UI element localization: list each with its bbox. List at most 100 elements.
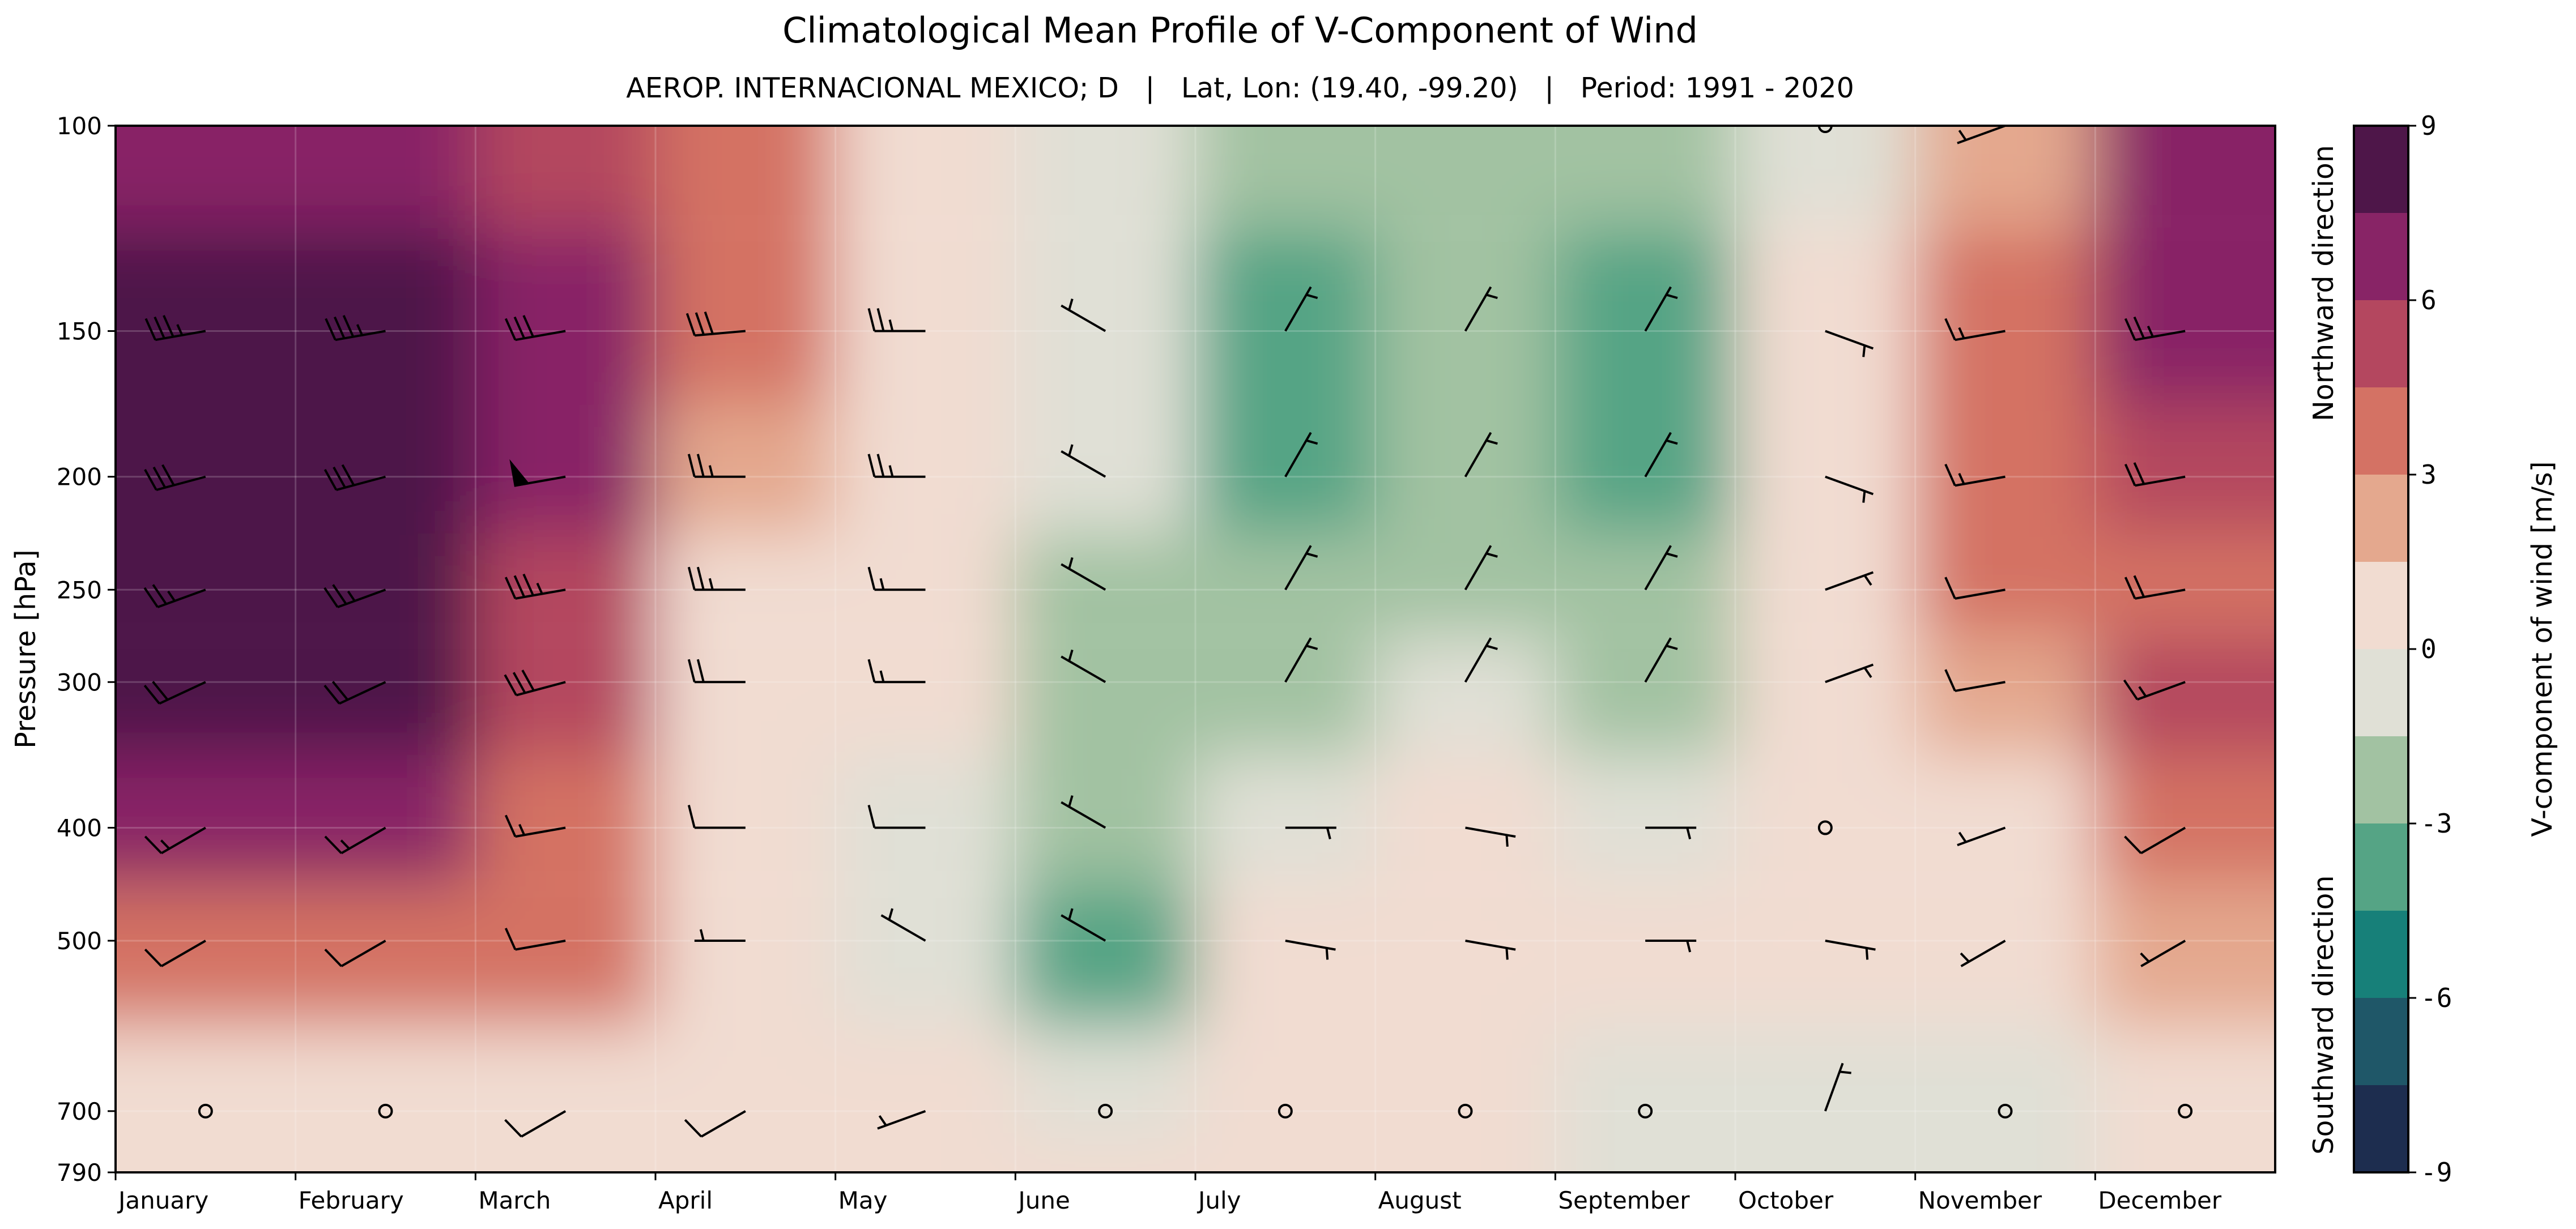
wind-barb xyxy=(1644,545,1678,591)
v-wind-cell xyxy=(1915,228,2096,404)
wind-barb xyxy=(504,315,566,342)
wind-barb xyxy=(1464,286,1498,332)
wind-barb xyxy=(1825,940,1876,960)
wind-barb xyxy=(867,308,926,332)
barb-full xyxy=(689,103,695,126)
colorbar-block xyxy=(2354,823,2408,911)
wind-barb xyxy=(1644,637,1678,683)
barb-half xyxy=(1306,293,1318,300)
wind-barb xyxy=(144,940,206,967)
wind-barb xyxy=(1957,126,2006,144)
v-wind-cell xyxy=(835,533,1016,636)
barb-full xyxy=(2133,316,2145,339)
barb-half xyxy=(1839,1070,1851,1074)
v-wind-cell xyxy=(1555,884,1735,1026)
wind-barb xyxy=(1644,286,1678,332)
colorbar-block xyxy=(2354,213,2408,300)
barb-staff xyxy=(160,940,206,967)
barb-full xyxy=(513,575,526,598)
wind-barb xyxy=(1284,286,1318,332)
y-tick-label: 700 xyxy=(57,1098,102,1125)
wind-barb xyxy=(877,1109,926,1130)
barb-staff xyxy=(2140,826,2186,855)
colorbar-tick-label: -6 xyxy=(2421,983,2452,1013)
y-tick-label: 300 xyxy=(57,668,102,696)
barb-full xyxy=(338,103,344,126)
northward-direction-label: Northward direction xyxy=(2307,145,2340,421)
wind-barb xyxy=(1284,637,1318,683)
wind-barb xyxy=(867,566,926,591)
barb-half xyxy=(1666,293,1678,300)
barb-full xyxy=(867,454,876,477)
v-wind-cell xyxy=(1735,635,1915,755)
x-tick-label: February xyxy=(299,1187,404,1214)
barb-full xyxy=(867,308,876,332)
barb-half xyxy=(356,324,363,336)
v-wind-cell xyxy=(1375,635,1556,755)
colorbar: 9 6 3 0 -3 -6 -9 Northward direction Southward… xyxy=(2307,110,2558,1188)
wind-barb xyxy=(323,584,386,608)
barb-half xyxy=(1862,490,1866,503)
barb-half xyxy=(888,319,894,332)
barb-full xyxy=(323,587,339,608)
x-tick-label: August xyxy=(1378,1187,1462,1214)
wind-barb xyxy=(1957,826,2006,847)
v-wind-cell xyxy=(295,1026,476,1142)
wind-barb xyxy=(867,454,926,478)
v-wind-cell xyxy=(295,754,476,885)
v-wind-cell xyxy=(295,635,476,755)
v-wind-cell xyxy=(116,404,296,534)
wind-barb xyxy=(1825,571,1874,591)
v-wind-cell xyxy=(655,533,836,636)
wind-barb xyxy=(1061,649,1106,684)
barb-half xyxy=(518,823,526,836)
barb-full xyxy=(167,103,173,126)
wind-barb xyxy=(1960,940,2006,967)
v-wind-cell xyxy=(116,884,296,1026)
barb-full xyxy=(512,672,526,694)
barb-full xyxy=(521,669,535,692)
y-axis-label: Pressure [hPa] xyxy=(10,549,42,748)
wind-barb xyxy=(1458,1103,1473,1119)
v-wind-cell xyxy=(655,884,836,1026)
v-wind-cell xyxy=(1555,635,1735,755)
barb-staff xyxy=(515,940,566,951)
v-wind-cell xyxy=(1735,228,1915,404)
v-wind-cell xyxy=(1195,1141,1376,1172)
wind-barb xyxy=(1061,557,1106,591)
wind-barb xyxy=(1825,330,1874,357)
wind-barb xyxy=(873,126,926,127)
v-wind-cell xyxy=(116,635,296,755)
barb-full xyxy=(2124,577,2136,599)
barb-half xyxy=(1306,552,1318,558)
barb-half xyxy=(1505,948,1509,960)
wind-barb xyxy=(1285,826,1336,839)
wind-barb xyxy=(867,659,926,684)
barb-full xyxy=(1944,318,1956,340)
v-wind-cell xyxy=(475,1141,655,1172)
barb-half xyxy=(708,578,714,590)
v-wind-cell xyxy=(1375,884,1556,1026)
barb-half xyxy=(1686,940,1692,953)
barb-full xyxy=(695,312,705,335)
colorbar-block xyxy=(2354,126,2408,213)
v-wind-cell xyxy=(1015,404,1195,534)
barb-full xyxy=(876,454,885,477)
v-wind-cell xyxy=(835,635,1016,755)
v-wind-cell xyxy=(655,126,836,229)
v-wind-cell xyxy=(1555,126,1735,229)
wind-barb xyxy=(1465,826,1516,847)
wind-barb xyxy=(1464,432,1498,477)
y-tick-label: 200 xyxy=(57,463,102,491)
wind-barb xyxy=(867,805,926,829)
barb-half xyxy=(1666,439,1678,445)
barb-staff xyxy=(521,1110,567,1138)
wind-barb xyxy=(2124,462,2186,487)
wind-barb xyxy=(687,566,746,591)
calm-circle xyxy=(198,1103,213,1119)
barb-full xyxy=(323,685,340,705)
barb-half xyxy=(1863,667,1872,678)
calm-circle xyxy=(1998,1103,2013,1119)
barb-half xyxy=(888,908,894,920)
v-wind-cell xyxy=(1735,126,1915,229)
